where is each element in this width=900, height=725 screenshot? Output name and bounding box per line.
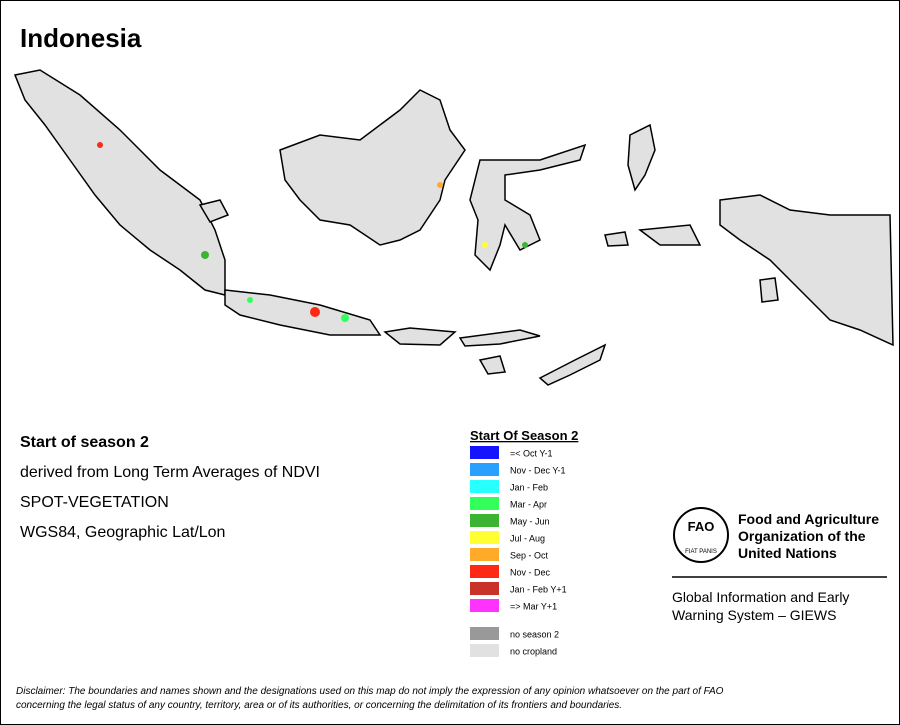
legend-swatch [470, 497, 499, 510]
sumba [478, 355, 506, 375]
legend-label: May - Jun [510, 517, 550, 527]
info-line: WGS84, Geographic Lat/Lon [20, 524, 225, 541]
legend-swatch [470, 446, 499, 459]
legend-title: Start Of Season 2 [470, 428, 578, 443]
fao-emblem-text: FAO [688, 519, 715, 534]
legend: =< Oct Y-1 Nov - Dec Y-1 Jan - Feb Mar - Ap… [470, 446, 567, 657]
crop-dot [97, 142, 103, 148]
legend-label: no season 2 [510, 630, 559, 640]
info-line: SPOT-VEGETATION [20, 494, 169, 511]
legend-label: Sep - Oct [510, 551, 549, 561]
borneo [279, 89, 466, 246]
crop-dot [247, 297, 253, 303]
legend-swatch [470, 531, 499, 544]
legend-swatch [470, 644, 499, 657]
info-line: derived from Long Term Averages of NDVI [20, 464, 320, 481]
legend-swatch [470, 514, 499, 527]
crop-dot [482, 242, 488, 248]
seram [638, 224, 702, 246]
legend-label: => Mar Y+1 [510, 602, 557, 612]
java [224, 289, 382, 336]
giews-text: Warning System – GIEWS [672, 607, 836, 623]
aru [759, 277, 779, 303]
crop-dot [522, 242, 528, 248]
legend-label: Jan - Feb [510, 483, 548, 493]
fao-logo: FAO FIAT PANIS [673, 507, 729, 563]
timor [538, 343, 607, 386]
fao-emblem [673, 507, 729, 563]
legend-label: Nov - Dec Y-1 [510, 466, 566, 476]
legend-swatch [470, 599, 499, 612]
crop-dot [341, 314, 349, 322]
legend-label: no cropland [510, 647, 557, 657]
bangka [198, 199, 230, 223]
flores [458, 329, 541, 347]
map [13, 69, 894, 386]
legend-label: Nov - Dec [510, 568, 551, 578]
disclaimer: concerning the legal status of any count… [16, 700, 622, 711]
fao-name: Food and Agriculture [738, 511, 879, 527]
fao-name: Organization of the [738, 528, 866, 544]
crop-dots [97, 142, 528, 322]
halmahera [627, 123, 656, 192]
legend-swatch [470, 548, 499, 561]
lombok-sumbawa [383, 327, 457, 346]
sulawesi [469, 143, 587, 272]
fao-name: United Nations [738, 545, 837, 561]
crop-dot [310, 307, 320, 317]
giews-text: Global Information and Early [672, 589, 849, 605]
legend-label: =< Oct Y-1 [510, 449, 553, 459]
fao-emblem-motto: FIAT PANIS [685, 549, 717, 555]
legend-label: Jan - Feb Y+1 [510, 585, 567, 595]
info-block: Start of season 2 derived from Long Term … [20, 434, 320, 541]
crop-dot [437, 182, 443, 188]
legend-swatch [470, 480, 499, 493]
info-line: Start of season 2 [20, 434, 149, 451]
papua [719, 194, 894, 347]
legend-label: Jul - Aug [510, 534, 545, 544]
legend-swatch [470, 463, 499, 476]
disclaimer: Disclaimer: The boundaries and names sho… [16, 686, 724, 697]
buru [604, 231, 629, 247]
sumatra [13, 69, 226, 296]
legend-swatch [470, 582, 499, 595]
legend-swatch [470, 627, 499, 640]
legend-label: Mar - Apr [510, 500, 547, 510]
legend-swatch [470, 565, 499, 578]
map-title: Indonesia [20, 23, 142, 53]
crop-dot [201, 251, 209, 259]
